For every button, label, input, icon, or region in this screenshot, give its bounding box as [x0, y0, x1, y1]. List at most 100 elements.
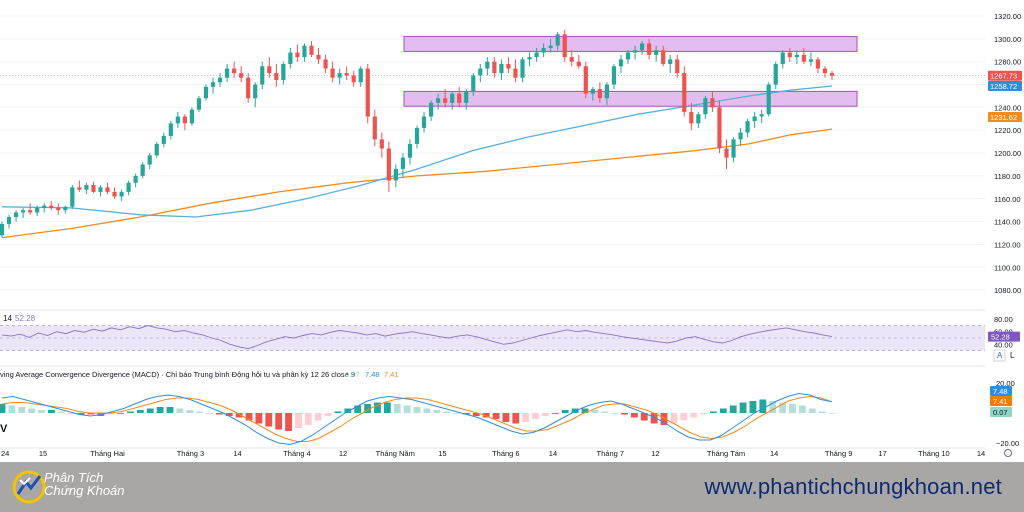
price-tick-label: 1160.00	[994, 195, 1021, 204]
rsi-period-label: 14	[3, 314, 12, 323]
candle-body	[414, 127, 420, 144]
macd-histogram-bar	[710, 411, 717, 413]
macd-signal-value: 7.41	[384, 370, 399, 379]
candle-body	[393, 169, 398, 181]
candle-body	[77, 187, 82, 190]
candle-body	[548, 45, 553, 48]
price-label-box	[988, 70, 1022, 81]
macd-histogram-bar	[156, 407, 164, 413]
macd-histogram-bar	[630, 413, 638, 418]
macd-histogram-bar	[462, 413, 470, 415]
candle-body	[224, 68, 230, 78]
price-tick-label: 1300.00	[994, 35, 1021, 44]
macd-histogram-bar	[215, 413, 223, 415]
candle-body	[232, 68, 237, 74]
rsi-line	[1, 324, 833, 350]
macd-value-box	[990, 407, 1012, 417]
candle-body	[647, 43, 652, 55]
candle-body	[133, 175, 138, 183]
macd-histogram-bar	[18, 407, 26, 413]
candle-body	[421, 116, 427, 128]
candle-body	[604, 84, 610, 99]
candle-body	[731, 139, 736, 158]
candle-body	[625, 52, 631, 60]
macd-histogram-bar	[690, 413, 698, 418]
candle-body	[189, 109, 195, 124]
candle-body	[759, 114, 764, 117]
macd-histogram-bar	[453, 413, 460, 414]
resistance-zone-0	[403, 36, 858, 52]
candle-body	[56, 207, 61, 211]
candle-body	[471, 75, 476, 92]
candle-body	[787, 52, 792, 58]
macd-histogram-bar	[532, 413, 539, 419]
candle-body	[618, 59, 624, 67]
time-axis-label: 12	[339, 449, 347, 458]
candle-body	[534, 52, 539, 58]
price-label-box	[988, 111, 1022, 122]
macd-histogram-bar	[304, 413, 312, 425]
candle-body	[801, 54, 806, 62]
settings-gear-icon[interactable]	[1004, 449, 1012, 457]
macd-histogram-bar	[146, 408, 154, 413]
candle-body	[738, 132, 743, 140]
candle-body	[84, 185, 89, 190]
candle-body	[773, 63, 778, 85]
bull-logo-icon	[12, 470, 46, 504]
candle-body	[569, 57, 574, 62]
macd-value-label: 7.48	[993, 387, 1008, 396]
candle-body	[436, 98, 441, 103]
candle-body	[717, 107, 722, 149]
macd-histogram-bar	[482, 413, 490, 418]
candle-body	[63, 206, 68, 211]
time-axis-label: Tháng 6	[492, 449, 520, 458]
candle-body	[161, 135, 166, 144]
macd-hist-value: 0.07	[345, 370, 360, 379]
candle-body	[288, 52, 293, 64]
candle-body	[112, 191, 117, 197]
time-axis-label: 14	[233, 449, 241, 458]
candle-body	[147, 155, 152, 165]
macd-value-label: 0.07	[993, 408, 1008, 417]
price-tick-label: 1100.00	[994, 263, 1021, 272]
auto-scale-button[interactable]	[993, 349, 1006, 362]
candle-body	[344, 73, 349, 76]
macd-title: ving Average Convergence Divergence (MAC…	[0, 370, 355, 379]
candle-body	[632, 50, 638, 53]
macd-histogram-bar	[364, 404, 372, 413]
stock-chart: 1320.001300.001280.001260.001240.001220.…	[0, 12, 1022, 458]
time-axis-label: 15	[39, 449, 47, 458]
candle-body	[829, 73, 835, 76]
macd-line-value: 7.48	[365, 370, 380, 379]
candle-body	[464, 91, 469, 103]
price-tick-label: 1200.00	[994, 149, 1021, 158]
macd-histogram-bar	[117, 413, 124, 414]
candle-body	[91, 185, 96, 192]
macd-histogram-bar	[719, 408, 727, 413]
candle-body	[239, 73, 244, 78]
macd-histogram-bar	[443, 411, 451, 413]
candle-body	[196, 98, 202, 110]
rsi-tick-label: 40.00	[994, 340, 1013, 349]
macd-histogram-bar	[127, 411, 134, 413]
macd-histogram-bar	[680, 413, 688, 421]
macd-histogram-bar	[225, 413, 233, 416]
candle-body	[428, 102, 434, 117]
time-axis-label: Tháng 4	[283, 449, 311, 458]
candle-body	[457, 93, 462, 103]
candle-body	[590, 89, 595, 94]
time-axis-label: 15	[438, 449, 446, 458]
time-axis-label: Tháng Tám	[707, 449, 745, 458]
candle-body	[506, 63, 511, 69]
candle-body	[703, 98, 708, 115]
candle-body	[682, 73, 687, 112]
macd-histogram-bar	[38, 410, 45, 413]
candle-body	[808, 59, 813, 62]
website-link[interactable]: www.phantichchungkhoan.net	[704, 474, 1002, 499]
candle-body	[154, 143, 159, 156]
candle-body	[126, 182, 131, 192]
candle-body	[407, 143, 413, 158]
candle-body	[260, 66, 265, 85]
macd-histogram-bar	[295, 413, 302, 428]
macd-histogram-bar	[324, 413, 332, 416]
